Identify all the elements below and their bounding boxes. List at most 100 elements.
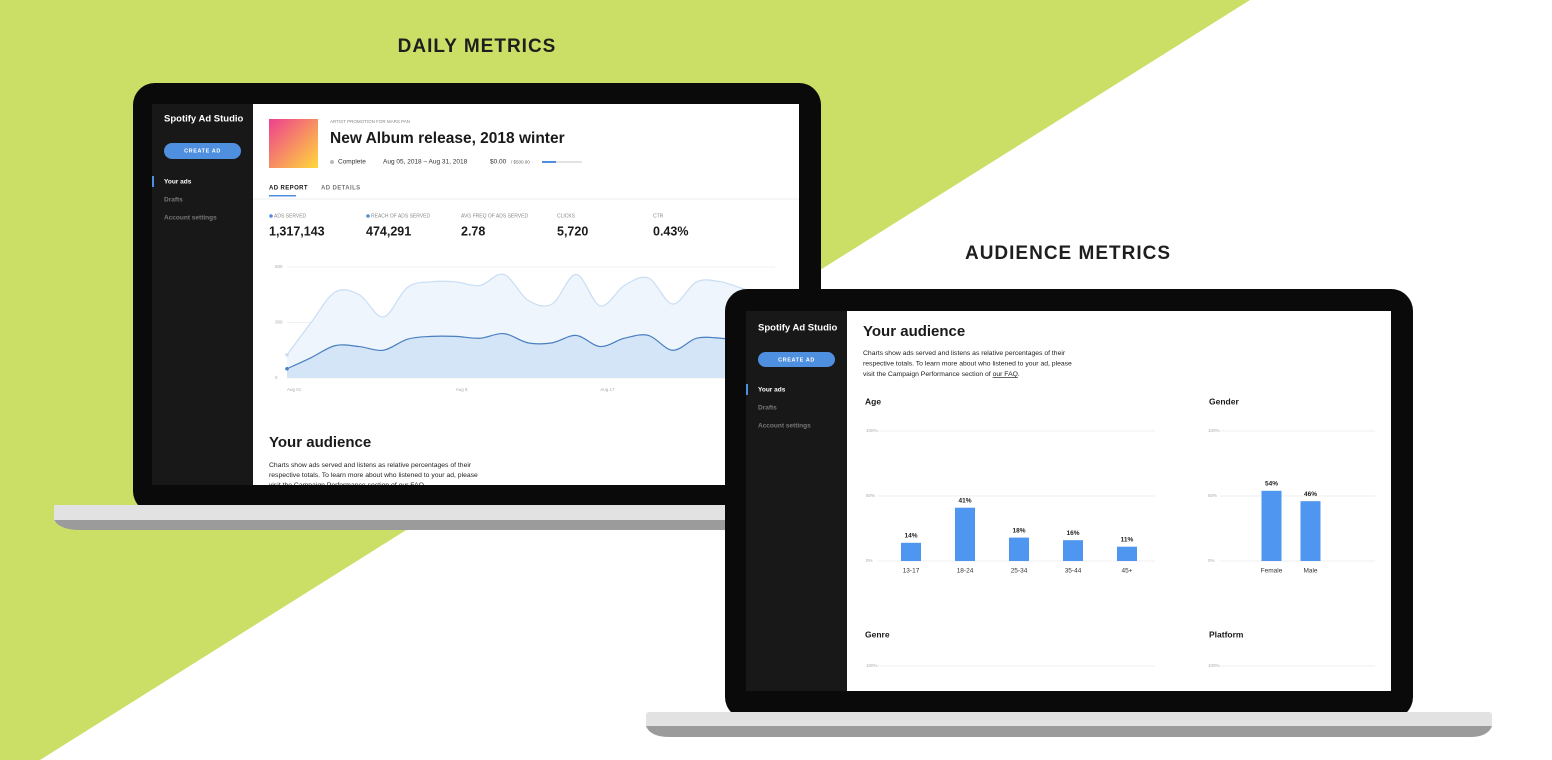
x-tick-label: Male [1303, 568, 1317, 575]
point [285, 353, 289, 357]
y-tick-label: 100% [1208, 663, 1220, 668]
eyebrow: ARTIST PROMOTION FOR MARS PAN [330, 119, 410, 124]
y-tick-label: 0% [866, 558, 873, 563]
app-name: Spotify Ad Studio [758, 323, 838, 334]
metric-value: 0.43% [653, 224, 688, 238]
create-button[interactable] [758, 352, 835, 367]
metric-label: REACH OF ADS SERVED [371, 213, 430, 219]
metric-label: CLICKS [557, 213, 576, 219]
chart-title: Age [865, 396, 881, 406]
metric-value: 1,317,143 [269, 224, 325, 238]
data-label: 16% [1066, 530, 1079, 537]
nav-item[interactable]: Drafts [758, 405, 777, 412]
data-label: 46% [1304, 491, 1317, 498]
y-tick-label: 100% [866, 663, 878, 668]
bar [1117, 546, 1137, 561]
description: visit the Campaign Performance section o… [269, 482, 426, 489]
screen: Spotify Ad Studio CREATE AD Your ads Drafts… [152, 104, 799, 489]
bar [1063, 540, 1083, 561]
tab[interactable]: AD REPORT [269, 186, 308, 192]
date-range: Aug 05, 2018 – Aug 31, 2018 [383, 159, 468, 166]
bar [901, 542, 921, 561]
campaign-title: New Album release, 2018 winter [330, 130, 565, 147]
budget-fill [542, 161, 556, 163]
laptop-base-shadow [54, 520, 834, 530]
chart-title: Gender [1209, 396, 1239, 406]
nav-item[interactable]: Account settings [164, 215, 217, 222]
sidebar [152, 104, 253, 485]
tab[interactable]: AD DETAILS [321, 186, 361, 192]
section-heading: DAILY METRICS [398, 36, 557, 57]
description: respective totals. To learn more about w… [269, 472, 478, 479]
description: respective totals. To learn more about w… [863, 360, 1072, 367]
y-tick-label: 300 [275, 320, 283, 325]
nav-item[interactable]: Your ads [758, 387, 786, 394]
y-tick-label: 100% [866, 428, 878, 433]
description: visit the Campaign Performance section o… [863, 371, 1020, 378]
create-button-label[interactable]: CREATE AD [778, 357, 815, 363]
x-tick-label: Aug 17 [600, 387, 615, 392]
data-label: 11% [1121, 536, 1134, 543]
description-part: visit the Campaign Performance section o… [863, 371, 993, 378]
create-button-label[interactable]: CREATE AD [184, 148, 221, 154]
status: Complete [338, 159, 366, 166]
status-dot [330, 160, 334, 164]
data-label: 54% [1265, 481, 1278, 488]
create-button[interactable] [164, 143, 241, 159]
nav-indicator [152, 176, 154, 187]
nav-item[interactable]: Your ads [164, 179, 192, 186]
section-title: Your audience [269, 434, 371, 451]
section-heading: AUDIENCE METRICS [965, 243, 1171, 264]
y-tick-label: 100% [1208, 428, 1220, 433]
x-tick-label: 13-17 [903, 568, 920, 575]
metric-value: 5,720 [557, 224, 588, 238]
album-art [269, 119, 318, 168]
screen: Spotify Ad Studio CREATE AD Your ads Drafts… [746, 311, 1391, 691]
app-name: Spotify Ad Studio [164, 114, 244, 125]
x-tick-label: 25-34 [1011, 568, 1028, 575]
bar [1009, 537, 1029, 561]
budget-track [542, 161, 582, 163]
chart-title: Genre [865, 629, 890, 639]
data-label: 14% [904, 533, 917, 540]
x-tick-label: 45+ [1121, 568, 1132, 575]
y-tick-label: 0% [1208, 558, 1215, 563]
line [286, 273, 770, 356]
nav-item[interactable]: Drafts [164, 197, 183, 204]
laptop-base [646, 712, 1492, 728]
laptop-base-shadow [646, 726, 1492, 737]
screen-bg [746, 311, 1391, 691]
tab-underline [269, 195, 296, 197]
x-tick-label: Aug 8 [456, 387, 468, 392]
x-tick-label: 35-44 [1065, 568, 1082, 575]
budget: / $500.00 [511, 160, 530, 165]
nav-indicator [746, 384, 748, 395]
metric-label: CTR [653, 213, 664, 219]
bar [1300, 501, 1321, 561]
bar [1261, 490, 1282, 561]
y-tick-label: 50% [1208, 493, 1217, 498]
x-tick-label: Female [1261, 568, 1283, 575]
bar [955, 507, 975, 561]
x-tick-label: Aug 01 [287, 387, 302, 392]
sidebar [746, 311, 847, 691]
data-label: 41% [958, 497, 971, 504]
description: Charts show ads served and listens as re… [269, 462, 472, 469]
y-tick-label: 600 [275, 264, 283, 269]
x-tick-label: 18-24 [957, 568, 974, 575]
data-label: 18% [1012, 527, 1025, 534]
y-tick-label: 0 [275, 375, 278, 380]
legend-dot [366, 214, 370, 218]
nav-item[interactable]: Account settings [758, 423, 811, 430]
metric-value: 2.78 [461, 224, 485, 238]
point [285, 366, 289, 371]
metric-label: AVG FREQ OF ADS SERVED [461, 213, 528, 219]
description-part: . [1018, 371, 1020, 378]
section-title: Your audience [863, 323, 965, 340]
y-tick-label: 50% [866, 493, 875, 498]
line [286, 332, 770, 370]
metric-value: 474,291 [366, 224, 411, 238]
faq-link[interactable]: our FAQ [993, 371, 1018, 378]
